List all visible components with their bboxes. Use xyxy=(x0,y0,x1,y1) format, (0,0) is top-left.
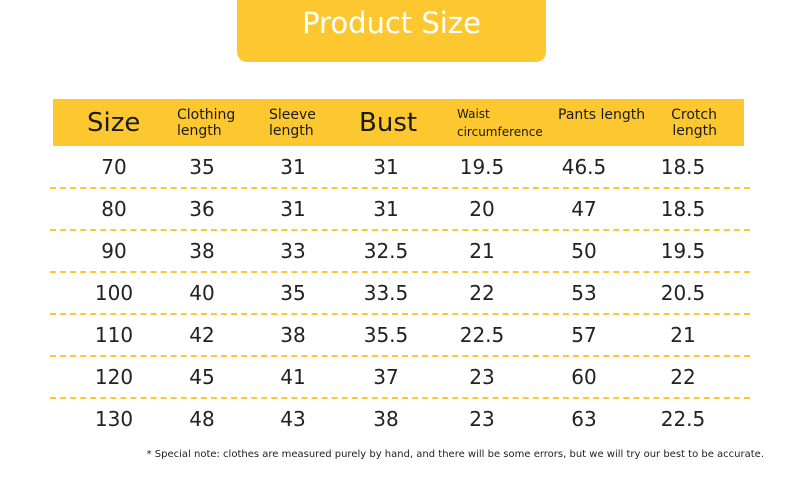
header-sleeve-length: Sleeve length xyxy=(269,106,316,139)
table-cell: 38 xyxy=(373,407,399,431)
row-divider xyxy=(50,355,750,357)
table-row: 70 35 31 31 19.5 46.5 18.5 xyxy=(50,146,750,188)
table-cell: 36 xyxy=(189,197,215,221)
table-cell: 40 xyxy=(189,281,215,305)
table-row: 90 38 33 32.5 21 50 19.5 xyxy=(50,230,750,272)
table-cell: 31 xyxy=(373,197,399,221)
row-divider xyxy=(50,187,750,189)
table-cell: 19.5 xyxy=(459,155,505,179)
table-cell: 21 xyxy=(469,239,495,263)
table-row: 80 36 31 31 20 47 18.5 xyxy=(50,188,750,230)
row-divider xyxy=(50,313,750,315)
table-cell: 19.5 xyxy=(660,239,706,263)
table-cell: 33 xyxy=(280,239,306,263)
table-cell: 22 xyxy=(670,365,696,389)
table-cell: 20 xyxy=(469,197,495,221)
table-cell: 33.5 xyxy=(363,281,409,305)
table-cell: 37 xyxy=(373,365,399,389)
table-cell: 38 xyxy=(280,323,306,347)
table-row: 110 42 38 35.5 22.5 57 21 xyxy=(50,314,750,356)
table-cell: 22 xyxy=(469,281,495,305)
table-cell: 21 xyxy=(670,323,696,347)
table-cell: 100 xyxy=(94,281,134,305)
table-cell: 18.5 xyxy=(660,197,706,221)
table-cell: 53 xyxy=(571,281,597,305)
table-cell: 22.5 xyxy=(660,407,706,431)
table-cell: 130 xyxy=(94,407,134,431)
page-title: Product Size xyxy=(237,0,546,62)
table-cell: 22.5 xyxy=(459,323,505,347)
table-cell: 23 xyxy=(469,407,495,431)
table-cell: 20.5 xyxy=(660,281,706,305)
table-cell: 35.5 xyxy=(363,323,409,347)
table-cell: 31 xyxy=(280,197,306,221)
table-cell: 38 xyxy=(189,239,215,263)
header-waist-circumference: Waist circumference xyxy=(457,106,543,139)
row-divider xyxy=(50,397,750,399)
table-cell: 110 xyxy=(94,323,134,347)
table-cell: 63 xyxy=(571,407,597,431)
table-cell: 35 xyxy=(189,155,215,179)
special-note: * Special note: clothes are measured pur… xyxy=(146,449,764,460)
table-cell: 41 xyxy=(280,365,306,389)
header-bust: Bust xyxy=(359,107,418,138)
header-clothing-length: Clothing length xyxy=(177,106,236,139)
table-cell: 42 xyxy=(189,323,215,347)
table-cell: 57 xyxy=(571,323,597,347)
table-cell: 35 xyxy=(280,281,306,305)
row-divider xyxy=(50,229,750,231)
table-cell: 45 xyxy=(189,365,215,389)
row-divider xyxy=(50,271,750,273)
header-pants-length: Pants length xyxy=(558,106,646,123)
table-cell: 43 xyxy=(280,407,306,431)
table-row: 120 45 41 37 23 60 22 xyxy=(50,356,750,398)
header-crotch-length: Crotch length xyxy=(671,106,717,139)
table-cell: 80 xyxy=(101,197,127,221)
table-cell: 32.5 xyxy=(363,239,409,263)
table-cell: 47 xyxy=(571,197,597,221)
table-row: 130 48 43 38 23 63 22.5 xyxy=(50,398,750,440)
table-cell: 48 xyxy=(189,407,215,431)
table-cell: 46.5 xyxy=(561,155,607,179)
table-cell: 18.5 xyxy=(660,155,706,179)
table-cell: 70 xyxy=(101,155,127,179)
table-cell: 23 xyxy=(469,365,495,389)
table-cell: 50 xyxy=(571,239,597,263)
table-row: 100 40 35 33.5 22 53 20.5 xyxy=(50,272,750,314)
table-cell: 60 xyxy=(571,365,597,389)
table-cell: 31 xyxy=(373,155,399,179)
table-cell: 31 xyxy=(280,155,306,179)
table-header: Size Clothing length Sleeve length Bust … xyxy=(53,99,744,146)
table-cell: 90 xyxy=(101,239,127,263)
header-size: Size xyxy=(87,107,141,138)
table-cell: 120 xyxy=(94,365,134,389)
